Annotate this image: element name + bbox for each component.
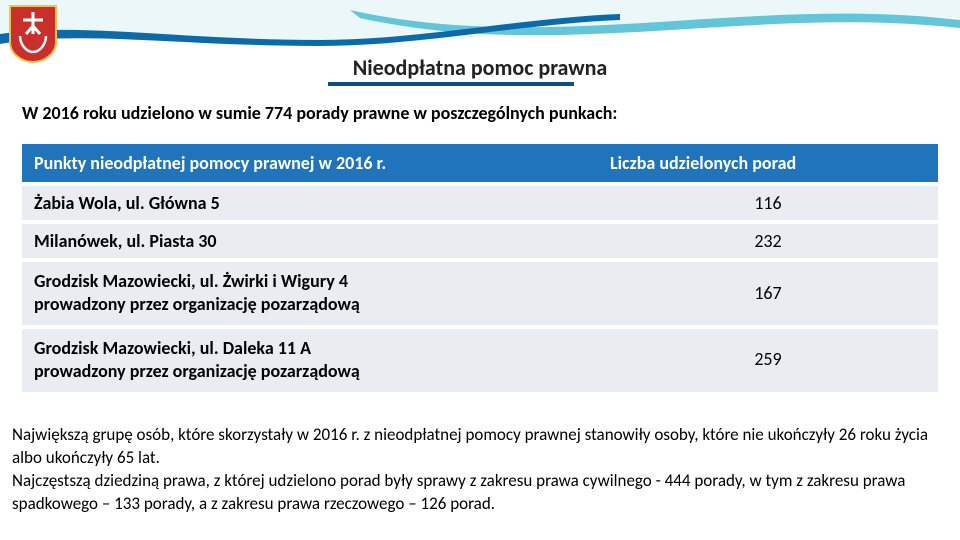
table-cell-value: 259 xyxy=(598,329,938,392)
table-header-row: Punkty nieodpłatnej pomocy prawnej w 201… xyxy=(22,144,938,182)
table-cell-value: 167 xyxy=(598,262,938,325)
table-row: Milanówek, ul. Piasta 30 232 xyxy=(22,224,938,258)
table-row: Grodzisk Mazowiecki, ul. Żwirki i Wigury… xyxy=(22,262,938,325)
table-cell-label: Milanówek, ul. Piasta 30 xyxy=(22,224,598,258)
footnote-text: Największą grupę osób, które skorzystały… xyxy=(12,424,948,516)
table-cell-label: Grodzisk Mazowiecki, ul. Żwirki i Wigury… xyxy=(22,262,598,325)
table-header-col2: Liczba udzielonych porad xyxy=(598,144,938,182)
data-table: Punkty nieodpłatnej pomocy prawnej w 201… xyxy=(22,140,938,396)
table-row: Grodzisk Mazowiecki, ul. Daleka 11 Aprow… xyxy=(22,329,938,392)
table-cell-value: 232 xyxy=(598,224,938,258)
intro-text: W 2016 roku udzielono w sumie 774 porady… xyxy=(22,102,938,124)
table-cell-value: 116 xyxy=(598,186,938,220)
table-header-col1: Punkty nieodpłatnej pomocy prawnej w 201… xyxy=(22,144,598,182)
table-cell-label: Żabia Wola, ul. Główna 5 xyxy=(22,186,598,220)
page-title: Nieodpłatna pomoc prawna xyxy=(0,54,960,81)
table-row: Żabia Wola, ul. Główna 5 116 xyxy=(22,186,938,220)
coat-of-arms-icon xyxy=(8,4,58,64)
title-underline xyxy=(328,82,574,86)
table-cell-label: Grodzisk Mazowiecki, ul. Daleka 11 Aprow… xyxy=(22,329,598,392)
